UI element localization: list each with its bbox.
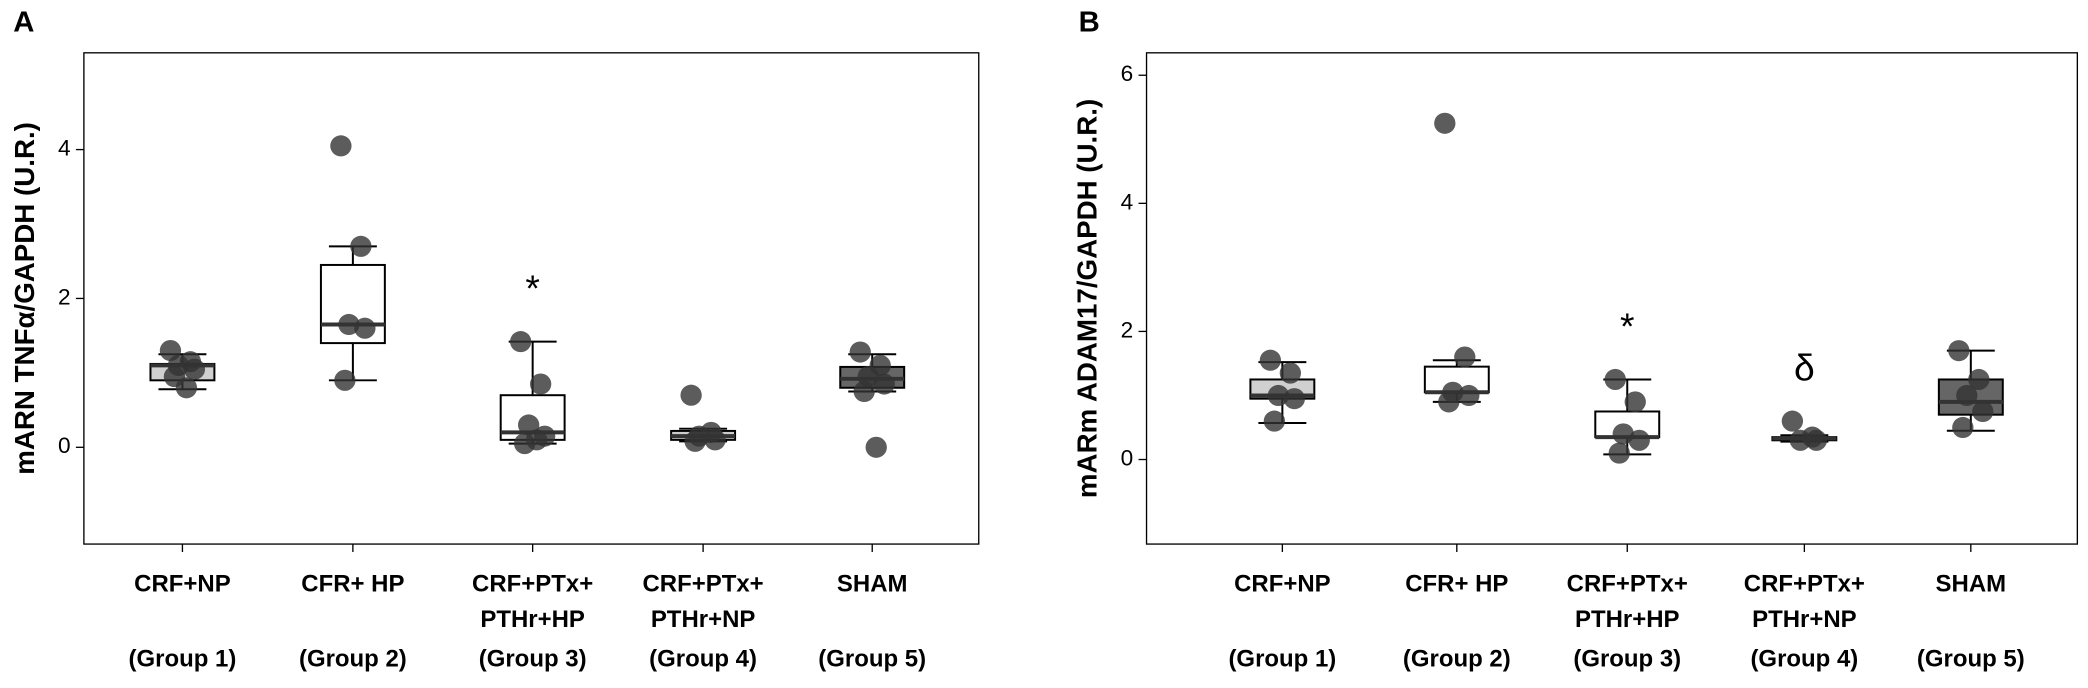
x-tick-label: PTHr+NP (651, 606, 756, 633)
data-point (865, 436, 887, 458)
y-tick-label: 4 (1121, 189, 1134, 214)
group-label: (Group 4) (649, 646, 757, 673)
data-point (1781, 410, 1804, 432)
data-point (1438, 391, 1460, 413)
group-label: (Group 3) (1573, 646, 1681, 673)
data-point (1267, 384, 1290, 407)
annotation: * (1620, 305, 1635, 347)
data-point (330, 135, 352, 157)
y-tick-label: 0 (1121, 446, 1134, 471)
x-tick-label: CFR+ HP (301, 570, 404, 597)
data-point (1279, 362, 1302, 384)
data-point (704, 429, 726, 451)
data-point (1628, 429, 1650, 451)
plot-frame (83, 52, 980, 545)
group-label: (Group 1) (1228, 646, 1336, 673)
group-label: (Group 4) (1750, 646, 1858, 673)
y-tick-label: 6 (1121, 61, 1134, 86)
group-label: (Group 1) (129, 646, 237, 673)
data-point (1952, 416, 1974, 439)
x-tick-label: PTHr+HP (1575, 606, 1680, 633)
data-point (334, 369, 356, 391)
x-tick-label: PTHr+NP (1752, 606, 1857, 633)
x-tick-label: SHAM (1936, 570, 2007, 597)
group-label: (Group 5) (818, 646, 926, 673)
group-label: (Group 2) (1403, 646, 1511, 673)
annotation: * (525, 267, 540, 309)
y-tick-label: 4 (58, 136, 71, 161)
data-point (350, 235, 372, 257)
x-tick-label: CRF+PTx+ (643, 570, 764, 597)
data-point (510, 331, 532, 353)
data-point (1283, 388, 1305, 410)
data-point (1968, 368, 1990, 391)
data-point (338, 313, 360, 336)
data-point (1612, 423, 1634, 445)
data-point (1956, 384, 1978, 407)
panel-label: B (1079, 7, 1100, 39)
data-point (873, 373, 895, 395)
group-label: (Group 3) (479, 646, 587, 673)
data-point (1454, 346, 1476, 368)
y-tick-label: 2 (1121, 317, 1134, 342)
plot-frame (1145, 52, 2079, 545)
x-tick-label: CRF+PTx+ (472, 570, 593, 597)
data-point (1604, 368, 1626, 391)
data-point (1789, 429, 1812, 451)
data-point (849, 341, 871, 363)
data-point (529, 373, 552, 395)
x-tick-label: SHAM (837, 570, 908, 597)
x-tick-label: PTHr+HP (480, 606, 585, 633)
group-label: (Group 5) (1917, 646, 2025, 673)
data-point (354, 317, 376, 339)
data-point (1458, 384, 1480, 407)
y-tick-label: 2 (58, 284, 71, 309)
data-point (525, 429, 548, 451)
data-point (1624, 391, 1646, 413)
data-point (183, 358, 206, 380)
y-axis-label: mARN TNFα/GAPDH (U.R.) (9, 122, 40, 475)
data-point (1263, 410, 1286, 432)
x-tick-label: CRF+NP (134, 570, 231, 597)
data-point (1972, 400, 1994, 423)
data-point (1608, 442, 1630, 464)
data-point (175, 377, 198, 399)
y-axis-label: mARm ADAM17/GAPDH (U.R.) (1072, 99, 1103, 498)
annotation: δ (1794, 347, 1815, 389)
data-point (1259, 349, 1282, 371)
y-tick-label: 0 (58, 433, 71, 458)
data-point (680, 384, 702, 406)
x-tick-label: CRF+PTx+ (1567, 570, 1688, 597)
x-tick-label: CRF+PTx+ (1744, 570, 1865, 597)
data-point (853, 380, 875, 403)
data-point (684, 430, 706, 452)
data-point (1805, 429, 1827, 451)
data-point (1948, 340, 1970, 362)
x-tick-label: CRF+NP (1234, 570, 1331, 597)
x-tick-label: CFR+ HP (1405, 570, 1508, 597)
group-label: (Group 2) (299, 646, 407, 673)
panel-label: A (13, 7, 34, 39)
data-point (1434, 112, 1456, 134)
